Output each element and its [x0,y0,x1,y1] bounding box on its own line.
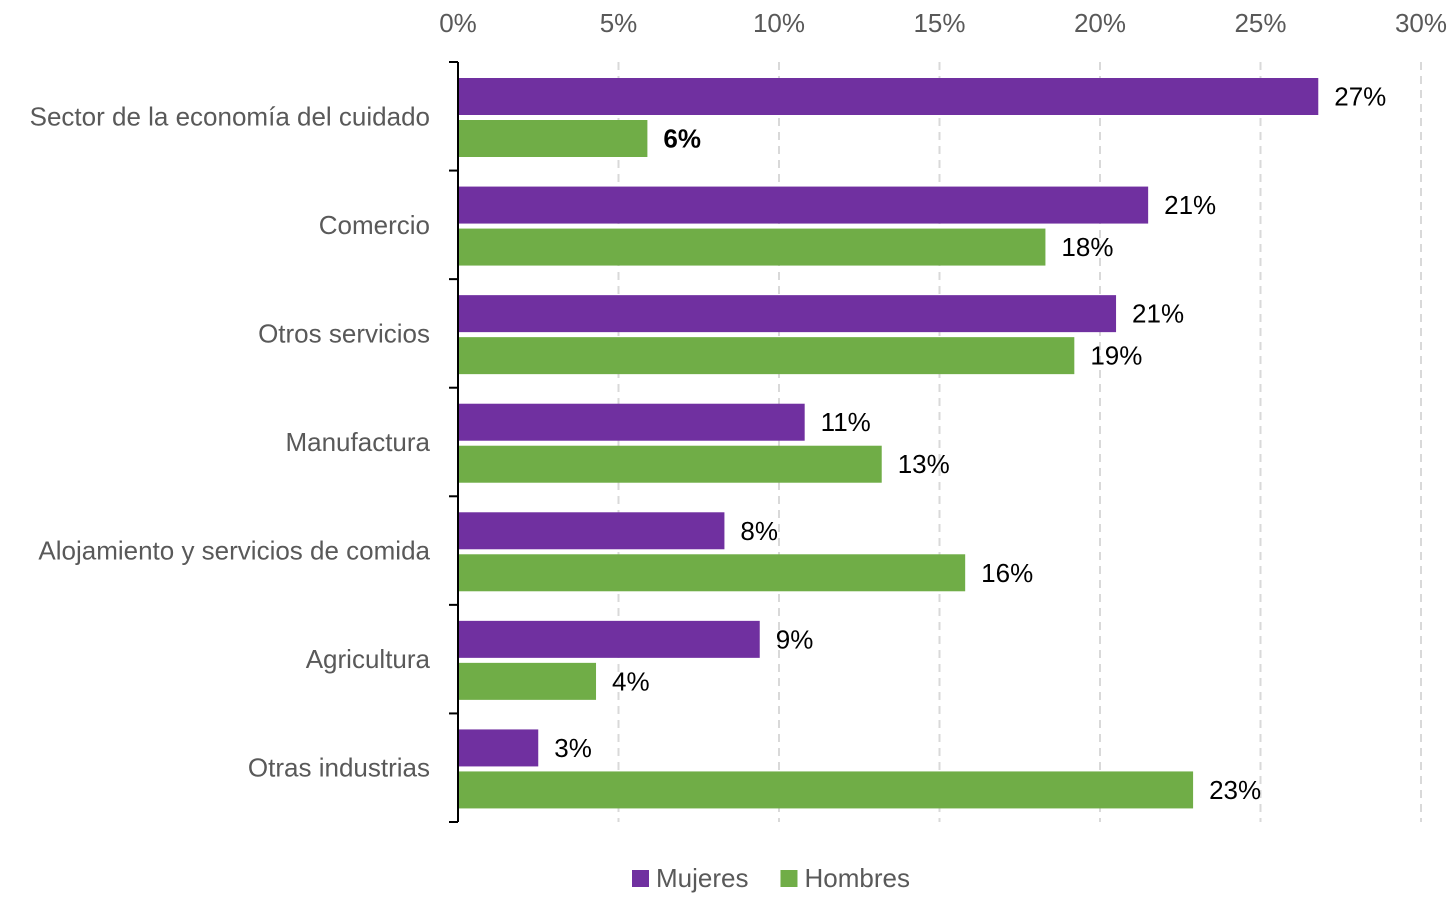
category-label: Sector de la economía del cuidado [30,101,430,131]
bar-mujeres [458,295,1117,333]
data-label: 3% [554,733,592,763]
bar-mujeres [458,186,1149,224]
bar-mujeres [458,620,760,658]
x-tick-label: 20% [1074,8,1126,38]
x-axis-ticks: 0% 5% 10% 15% 20% 25% 30% [439,8,1447,38]
legend-swatch-mujeres [632,870,649,887]
category-label: Alojamiento y servicios de comida [38,536,430,566]
x-tick-label: 30% [1395,8,1447,38]
y-axis [449,61,459,823]
data-label: 27% [1334,82,1386,112]
bar-mujeres [458,729,539,767]
data-label: 4% [612,666,650,696]
bar-mujeres [458,403,805,441]
bar-hombres [458,337,1075,375]
legend-label-hombres: Hombres [804,863,909,893]
x-tick-label: 5% [600,8,638,38]
legend-swatch-hombres [780,870,798,887]
category-label: Manufactura [285,427,430,457]
bar-hombres [458,554,966,592]
data-label: 11% [821,407,871,437]
data-labels: 27% 6% 21% 18% 21% 19% 11% 13% 8% 16% 9% 4% 3% 23% [554,82,1386,805]
legend-label-mujeres: Mujeres [656,863,748,893]
x-tick-label: 25% [1234,8,1286,38]
bar-hombres [458,771,1194,809]
category-label: Otros servicios [258,318,430,348]
data-label: 18% [1061,232,1113,262]
data-label: 21% [1164,190,1216,220]
bar-mujeres [458,512,725,550]
gridlines [617,62,1422,822]
x-tick-label: 15% [913,8,965,38]
bar-hombres [458,445,882,483]
category-label: Otras industrias [248,753,430,783]
data-label: 23% [1209,775,1261,805]
data-label: 19% [1090,341,1142,371]
data-label: 13% [898,449,950,479]
bar-hombres [458,662,597,700]
bar-hombres [458,228,1046,266]
bar-mujeres [458,78,1319,115]
legend: Mujeres Hombres [632,863,910,893]
category-label: Comercio [319,210,430,240]
bars [458,78,1319,809]
data-label: 8% [740,516,778,546]
data-label: 21% [1132,299,1184,329]
data-label: 6% [663,124,701,154]
bar-hombres [458,120,648,157]
category-labels: Sector de la economía del cuidado Comerci… [30,101,431,782]
data-label: 16% [981,558,1033,588]
x-tick-label: 10% [753,8,805,38]
x-tick-label: 0% [439,8,477,38]
data-label: 9% [776,624,814,654]
category-label: Agricultura [306,644,431,674]
